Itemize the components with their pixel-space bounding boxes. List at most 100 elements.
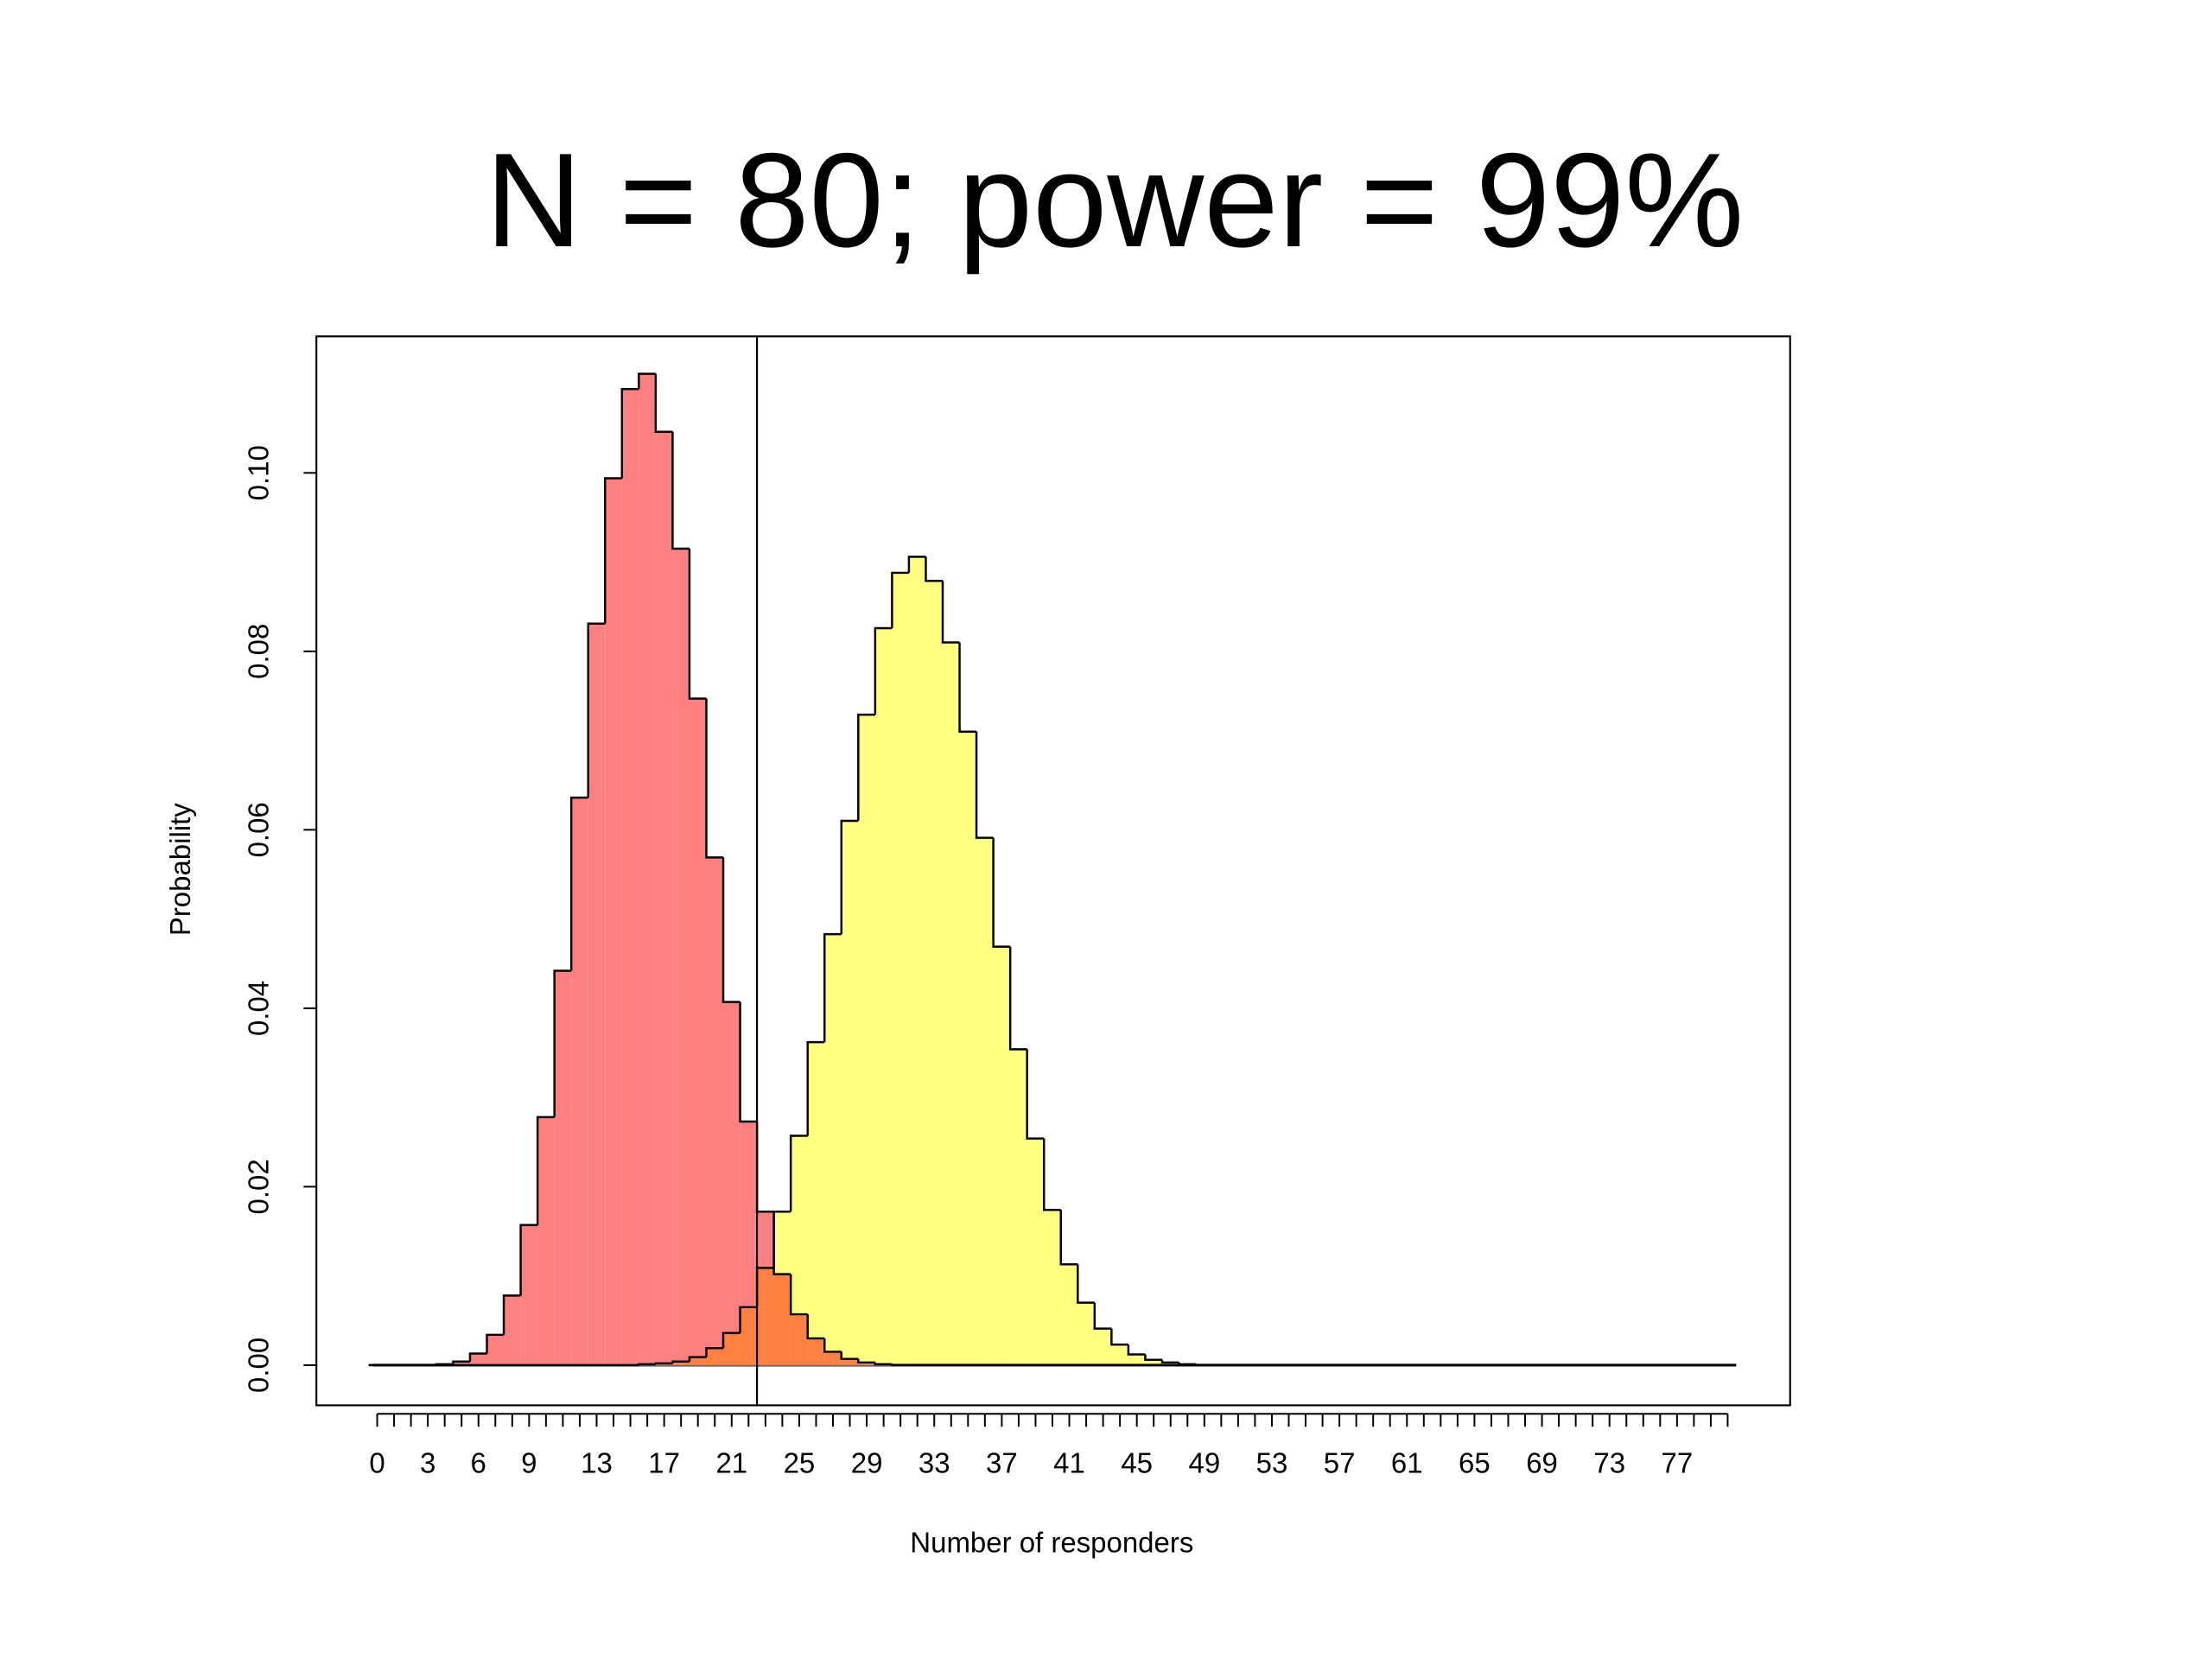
bar-outline	[604, 477, 622, 624]
bar	[723, 1001, 741, 1365]
x-tick-label: 29	[851, 1446, 883, 1478]
bar	[993, 946, 1011, 1365]
bar-outline	[1077, 1264, 1095, 1304]
bar-outline	[1093, 1302, 1112, 1330]
bar	[689, 1357, 707, 1365]
y-tick-label: 0.06	[243, 802, 275, 857]
bar	[571, 798, 588, 1365]
y-tick-label: 0.00	[243, 1338, 275, 1393]
bar	[858, 715, 875, 1365]
bar	[1094, 1328, 1112, 1365]
bar-outline	[806, 1040, 825, 1136]
x-tick-label: 13	[581, 1446, 613, 1478]
bar	[874, 627, 893, 1365]
y-axis-label: Probability	[164, 803, 196, 936]
bar-outline	[553, 969, 572, 1117]
bar	[824, 934, 842, 1365]
bar	[1060, 1264, 1078, 1365]
bar-outline	[823, 932, 842, 1043]
bar-outline	[806, 1314, 825, 1340]
bar-outline	[536, 1116, 555, 1225]
y-tick-label: 0.04	[243, 981, 275, 1036]
bar-outline	[452, 1360, 470, 1364]
x-tick-label: 49	[1188, 1446, 1220, 1478]
bar-outline	[1127, 1344, 1146, 1356]
bar	[706, 857, 724, 1365]
x-tick-label: 61	[1391, 1446, 1423, 1478]
bar-outline	[721, 1332, 741, 1349]
y-tick-label: 0.02	[243, 1159, 275, 1214]
bar	[469, 1353, 487, 1365]
bar	[1027, 1138, 1045, 1365]
bar-outline	[671, 1360, 690, 1363]
y-tick-label: 0.10	[243, 445, 275, 500]
bar-outline	[840, 1351, 859, 1360]
bar-outline	[1144, 1354, 1162, 1361]
x-tick-label: 45	[1121, 1446, 1153, 1478]
bar-outline	[1008, 946, 1027, 1051]
bar	[621, 389, 639, 1365]
bar-outline	[620, 387, 639, 479]
x-tick-label: 25	[784, 1446, 816, 1478]
bar-outline	[891, 1363, 909, 1367]
x-tick-label: 73	[1593, 1446, 1625, 1478]
bar	[791, 1135, 808, 1365]
series	[639, 556, 1197, 1365]
bar-outline	[874, 1362, 893, 1366]
x-tick-label: 6	[471, 1446, 486, 1478]
bar	[1145, 1359, 1162, 1365]
bars	[372, 373, 1737, 1367]
bar-outline	[857, 713, 875, 822]
bar-outline	[840, 819, 859, 935]
x-tick-label: 33	[918, 1446, 950, 1478]
x-tick-label: 65	[1459, 1446, 1491, 1478]
bar	[1077, 1302, 1095, 1365]
bar-outline	[705, 698, 724, 859]
bar-outline	[1194, 1363, 1213, 1367]
x-tick-label: 77	[1662, 1446, 1694, 1478]
bar-outline	[486, 1333, 505, 1354]
bar	[504, 1295, 521, 1365]
bar	[740, 1122, 758, 1365]
bar-outline	[502, 1294, 521, 1335]
bar	[655, 431, 673, 1365]
bar	[1044, 1210, 1061, 1365]
bar-outline	[688, 1356, 707, 1362]
bar	[486, 1334, 505, 1365]
x-tick-label: 53	[1256, 1446, 1288, 1478]
bar-outline	[721, 857, 741, 1003]
bar-outline	[1026, 1049, 1045, 1140]
bar	[892, 572, 909, 1365]
bar-outline	[705, 1347, 724, 1357]
bar-outline	[1042, 1138, 1061, 1211]
bar-outline	[587, 622, 606, 798]
x-tick-label: 37	[986, 1446, 1018, 1478]
bar-outline	[1178, 1362, 1197, 1366]
bar	[672, 1361, 690, 1365]
bar	[807, 1042, 825, 1365]
bar	[773, 1211, 791, 1365]
bar	[1010, 1049, 1027, 1365]
x-tick-label: 17	[648, 1446, 680, 1478]
bar	[908, 556, 926, 1365]
bar-outline	[789, 1274, 808, 1316]
bar-outline	[907, 556, 926, 573]
bar	[1161, 1362, 1179, 1365]
bar-outline	[519, 1224, 538, 1296]
bar-outline	[671, 431, 690, 550]
bar-outline	[925, 556, 944, 582]
bar-outline	[941, 581, 960, 644]
bar-outline	[772, 1211, 791, 1268]
bar-outline	[739, 1306, 758, 1333]
bar	[723, 1332, 741, 1365]
bar	[841, 821, 859, 1365]
bar	[976, 837, 994, 1365]
x-tick-label: 3	[420, 1446, 435, 1478]
bar-outline	[739, 1001, 758, 1123]
y-tick-label: 0.08	[243, 624, 275, 679]
bar	[672, 549, 690, 1365]
outlines	[368, 372, 1737, 1367]
chart-title: N = 80; power = 99%	[486, 125, 1745, 275]
bar	[520, 1224, 538, 1365]
